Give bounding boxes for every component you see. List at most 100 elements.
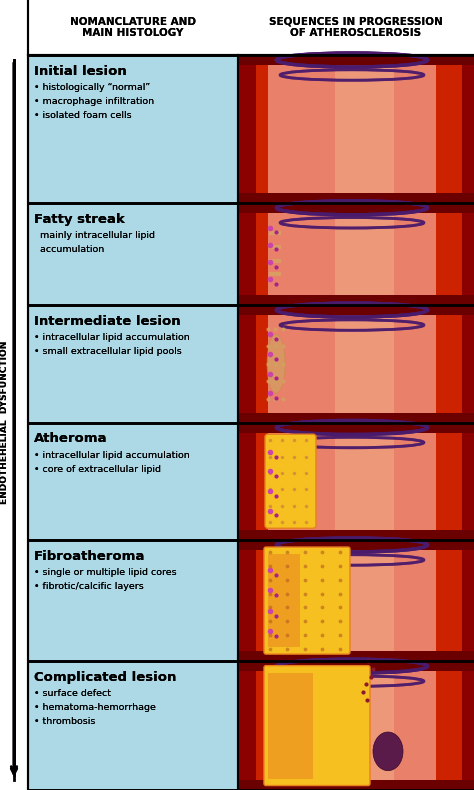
- Bar: [268, 424, 436, 538]
- Text: • small extracellular lipid pools: • small extracellular lipid pools: [34, 347, 182, 356]
- Text: Atheroma: Atheroma: [34, 432, 108, 446]
- Text: • thrombosis: • thrombosis: [34, 717, 95, 726]
- Bar: [238, 203, 474, 305]
- Bar: [238, 661, 256, 790]
- Text: Complicated lesion: Complicated lesion: [34, 672, 176, 684]
- Bar: [238, 305, 474, 315]
- Text: NOMANCLATURE AND
MAIN HISTOLOGY: NOMANCLATURE AND MAIN HISTOLOGY: [70, 17, 196, 38]
- Bar: [268, 542, 436, 659]
- Text: SEQUENCES IN PROGRESSION
OF ATHEROSCLEROSIS: SEQUENCES IN PROGRESSION OF ATHEROSCLERO…: [269, 17, 443, 38]
- Bar: [28, 661, 238, 790]
- Bar: [462, 661, 474, 790]
- Bar: [28, 540, 238, 661]
- Text: • core of extracellular lipid: • core of extracellular lipid: [34, 465, 161, 473]
- Text: • macrophage infiltration: • macrophage infiltration: [34, 97, 154, 106]
- Bar: [238, 203, 474, 305]
- Bar: [238, 295, 474, 305]
- Bar: [238, 780, 474, 790]
- Bar: [268, 307, 436, 420]
- Bar: [238, 423, 474, 540]
- Bar: [462, 661, 474, 790]
- Text: • small extracellular lipid pools: • small extracellular lipid pools: [34, 347, 182, 356]
- Bar: [268, 663, 436, 788]
- FancyBboxPatch shape: [264, 666, 370, 785]
- Bar: [238, 540, 256, 661]
- Bar: [238, 423, 474, 432]
- Text: Atheroma: Atheroma: [34, 432, 108, 446]
- Bar: [268, 307, 436, 420]
- Bar: [238, 203, 474, 213]
- Bar: [462, 305, 474, 423]
- Bar: [462, 55, 474, 203]
- Bar: [335, 424, 394, 538]
- Bar: [335, 542, 394, 659]
- Bar: [238, 540, 474, 661]
- Bar: [238, 423, 256, 540]
- Bar: [335, 424, 394, 538]
- Text: accumulation: accumulation: [34, 245, 104, 254]
- Text: Fatty streak: Fatty streak: [34, 213, 125, 226]
- Bar: [269, 245, 281, 249]
- Bar: [238, 423, 474, 540]
- Bar: [462, 203, 474, 305]
- Bar: [462, 203, 474, 305]
- Ellipse shape: [267, 334, 285, 393]
- Ellipse shape: [373, 732, 403, 771]
- Bar: [238, 651, 474, 661]
- Text: accumulation: accumulation: [34, 245, 104, 254]
- Bar: [28, 203, 238, 305]
- Bar: [335, 57, 394, 201]
- Text: • histologically “normal”: • histologically “normal”: [34, 83, 150, 92]
- Bar: [238, 55, 256, 203]
- Bar: [462, 423, 474, 540]
- Text: • fibrotic/calcific layers: • fibrotic/calcific layers: [34, 582, 144, 591]
- Bar: [238, 423, 474, 432]
- Text: • isolated foam cells: • isolated foam cells: [34, 111, 132, 120]
- Text: • intracellular lipid accumulation: • intracellular lipid accumulation: [34, 450, 190, 460]
- FancyBboxPatch shape: [265, 435, 316, 529]
- Bar: [238, 780, 474, 790]
- Bar: [238, 203, 256, 305]
- Text: • hematoma-hemorrhage: • hematoma-hemorrhage: [34, 703, 156, 713]
- Bar: [268, 205, 436, 303]
- Bar: [269, 258, 281, 263]
- Text: ENDOTHEHELIAL  DYSFUNCTION: ENDOTHEHELIAL DYSFUNCTION: [0, 340, 9, 504]
- Bar: [238, 540, 474, 550]
- Text: • surface defect: • surface defect: [34, 689, 111, 698]
- Text: Complicated lesion: Complicated lesion: [34, 672, 176, 684]
- Bar: [238, 412, 474, 423]
- Bar: [335, 205, 394, 303]
- Bar: [238, 661, 474, 790]
- Text: SEQUENCES IN PROGRESSION
OF ATHEROSCLEROSIS: SEQUENCES IN PROGRESSION OF ATHEROSCLERO…: [269, 17, 443, 38]
- Text: • intracellular lipid accumulation: • intracellular lipid accumulation: [34, 333, 190, 342]
- Bar: [238, 661, 474, 790]
- Bar: [335, 663, 394, 788]
- Text: • histologically “normal”: • histologically “normal”: [34, 83, 150, 92]
- Bar: [268, 542, 436, 659]
- Text: • single or multiple lipid cores: • single or multiple lipid cores: [34, 568, 177, 577]
- Bar: [269, 231, 281, 235]
- Text: mainly intracellular lipid: mainly intracellular lipid: [34, 231, 155, 239]
- Bar: [238, 661, 474, 672]
- Bar: [335, 663, 394, 788]
- Bar: [335, 307, 394, 420]
- Bar: [238, 540, 474, 550]
- Text: • surface defect: • surface defect: [34, 689, 111, 698]
- Bar: [28, 0, 238, 55]
- Bar: [268, 424, 436, 538]
- Bar: [238, 661, 256, 790]
- Bar: [28, 423, 238, 540]
- Bar: [238, 55, 256, 203]
- Bar: [335, 205, 394, 303]
- Text: Fibroatheroma: Fibroatheroma: [34, 550, 146, 563]
- Bar: [238, 0, 474, 55]
- Bar: [268, 205, 436, 303]
- Text: • core of extracellular lipid: • core of extracellular lipid: [34, 465, 161, 473]
- Text: mainly intracellular lipid: mainly intracellular lipid: [34, 231, 155, 239]
- Bar: [335, 57, 394, 201]
- Text: • hematoma-hemorrhage: • hematoma-hemorrhage: [34, 703, 156, 713]
- Text: NOMANCLATURE AND
MAIN HISTOLOGY: NOMANCLATURE AND MAIN HISTOLOGY: [70, 17, 196, 38]
- Bar: [238, 423, 256, 540]
- Bar: [238, 530, 474, 540]
- Bar: [268, 57, 436, 201]
